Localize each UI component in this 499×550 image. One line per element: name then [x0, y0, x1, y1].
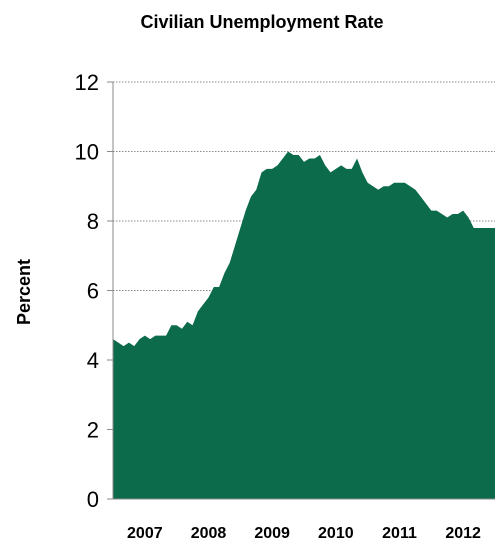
x-tick-label: 2007: [127, 525, 163, 542]
y-tick-label: 4: [87, 348, 99, 373]
plot-area: [113, 151, 495, 499]
chart-title: Civilian Unemployment Rate: [140, 12, 383, 32]
y-tick-label: 6: [87, 279, 99, 304]
y-tick-label: 0: [87, 487, 99, 512]
x-axis-tick-labels: 2007 2008 2009 2010 2011 2012: [127, 525, 481, 542]
y-tick-label: 10: [75, 140, 99, 165]
x-tick-label: 2010: [318, 525, 354, 542]
x-tick-label: 2011: [382, 525, 417, 542]
axes: [112, 82, 495, 500]
unemployment-rate-area: [113, 151, 495, 499]
y-tick-label: 12: [75, 70, 99, 95]
x-tick-label: 2009: [254, 525, 290, 542]
x-tick-label: 2012: [445, 525, 481, 542]
y-axis-tick-labels: 0 2 4 6 8 10 12: [75, 70, 99, 512]
y-tick-label: 2: [87, 418, 99, 443]
y-axis-label: Percent: [14, 259, 34, 325]
y-tick-label: 8: [87, 209, 99, 234]
x-tick-label: 2008: [191, 525, 227, 542]
